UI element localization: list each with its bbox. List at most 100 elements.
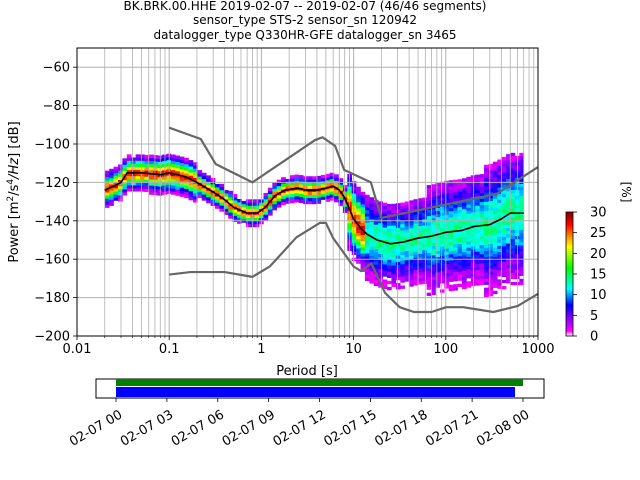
psd-cell	[153, 155, 158, 159]
psd-cell	[184, 188, 189, 192]
psd-cell	[448, 284, 454, 289]
psd-cell	[338, 181, 344, 185]
psd-cell	[475, 217, 480, 222]
psd-cell	[373, 209, 379, 213]
psd-cell	[488, 289, 494, 294]
psd-cell	[364, 207, 370, 211]
psd-cell	[492, 229, 498, 233]
psd-cell	[162, 170, 167, 174]
psd-cell	[289, 184, 295, 188]
psd-cell	[387, 280, 392, 285]
psd-cell	[409, 280, 414, 284]
psd-cell	[369, 264, 375, 269]
psd-cell	[113, 179, 119, 183]
psd-cell	[519, 189, 525, 194]
psd-cell	[506, 237, 511, 241]
psd-cell	[510, 266, 516, 270]
psd-cell	[492, 183, 498, 187]
psd-cell	[162, 185, 167, 189]
psd-cell	[431, 291, 436, 296]
psd-cell	[206, 193, 211, 198]
psd-cell	[395, 218, 401, 222]
psd-cell	[422, 225, 427, 229]
psd-cell	[179, 193, 185, 197]
psd-cell	[400, 245, 405, 249]
x-tick-label: 1	[257, 342, 265, 357]
psd-cell	[453, 268, 458, 273]
psd-cell	[184, 157, 189, 162]
psd-cell	[413, 232, 419, 237]
psd-cell	[175, 167, 181, 172]
psd-cell	[413, 214, 419, 218]
psd-cell	[461, 248, 467, 253]
psd-cell	[413, 236, 419, 240]
psd-cell	[488, 240, 494, 245]
psd-cell	[197, 185, 203, 189]
psd-cell	[422, 203, 427, 208]
psd-cell	[488, 286, 494, 291]
psd-cell	[382, 279, 388, 283]
psd-cell	[453, 265, 458, 270]
psd-cell	[519, 248, 525, 252]
psd-cell	[391, 243, 397, 248]
psd-cell	[144, 161, 150, 165]
psd-cell	[373, 276, 379, 280]
psd-cell	[466, 185, 472, 190]
psd-cell	[373, 212, 379, 216]
psd-cell	[466, 244, 472, 248]
psd-cell	[369, 258, 375, 263]
psd-cell	[488, 237, 494, 242]
psd-cell	[461, 245, 467, 250]
psd-cell	[426, 200, 432, 204]
psd-cell	[506, 209, 511, 213]
psd-cell	[497, 273, 502, 277]
psd-cell	[298, 199, 304, 204]
psd-cell	[378, 262, 383, 267]
psd-cell	[475, 205, 480, 209]
psd-cell	[510, 220, 516, 224]
psd-cell	[192, 174, 198, 178]
psd-cell	[431, 251, 436, 256]
psd-cell	[457, 283, 463, 288]
psd-cell	[501, 166, 507, 170]
psd-cell	[484, 173, 489, 178]
psd-cell	[461, 224, 467, 228]
psd-cell	[219, 189, 225, 194]
psd-cell	[475, 251, 480, 255]
psd-cell	[342, 200, 348, 204]
psd-cell	[422, 240, 427, 244]
psd-cell	[457, 259, 463, 263]
psd-cell	[510, 214, 516, 218]
psd-cell	[320, 178, 326, 182]
psd-cell	[479, 235, 485, 239]
psd-cell	[404, 269, 410, 273]
psd-cell	[484, 207, 489, 212]
psd-cell	[400, 224, 405, 228]
psd-cell	[140, 169, 145, 174]
psd-cell	[453, 278, 458, 282]
psd-cell	[501, 181, 507, 185]
psd-cell	[391, 283, 397, 288]
psd-cell	[431, 285, 436, 289]
psd-cell	[126, 182, 132, 186]
psd-cell	[510, 171, 516, 175]
psd-cell	[457, 213, 463, 217]
psd-cell	[281, 177, 286, 181]
psd-cell	[338, 196, 344, 201]
psd-cell	[453, 287, 458, 291]
psd-cell	[501, 163, 507, 167]
psd-cell	[395, 261, 401, 265]
psd-cell	[298, 193, 304, 197]
psd-cell	[510, 189, 516, 194]
psd-cell	[422, 259, 427, 263]
psd-cell	[272, 185, 278, 189]
psd-cell	[131, 160, 136, 164]
psd-cell	[387, 203, 392, 208]
psd-cell	[378, 204, 383, 208]
psd-cell	[391, 265, 397, 269]
psd-cell	[245, 199, 251, 203]
psd-cell	[497, 285, 502, 289]
psd-cell	[373, 255, 379, 259]
psd-cell	[395, 258, 401, 262]
psd-cell	[391, 277, 397, 281]
